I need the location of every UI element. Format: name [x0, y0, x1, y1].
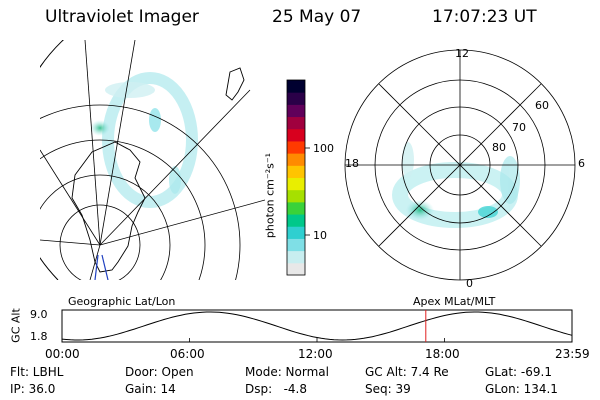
- mlat-label-60: 60: [535, 99, 549, 112]
- coastline-island: [225, 67, 245, 101]
- polar-mlt-lines: [345, 50, 575, 280]
- colorbar-swatch: [287, 250, 305, 264]
- coastline: [71, 141, 146, 273]
- colorbar-swatch: [287, 262, 305, 276]
- mlat-label-80: 80: [492, 141, 506, 154]
- status-glat: GLat: -69.1: [485, 365, 552, 379]
- left-map-label: Geographic Lat/Lon: [68, 295, 176, 308]
- gc-alt-xtick-0000: 00:00: [45, 347, 80, 361]
- status-gain: Gain: 14: [125, 382, 176, 396]
- colorbar-swatch: [287, 92, 305, 105]
- colorbar-unit-label: photon cm⁻²s⁻¹: [263, 152, 277, 239]
- status-seq: Seq: 39: [365, 382, 411, 396]
- gc-alt-xtick-1800: 18:00: [425, 347, 460, 361]
- colorbar-swatch: [287, 128, 305, 142]
- colorbar-swatch: [287, 238, 305, 252]
- colorbar-frame: [286, 79, 306, 276]
- colorbar-swatch: [287, 140, 305, 154]
- status-door: Door: Open: [125, 365, 194, 379]
- mlt-label-6: 6: [578, 157, 585, 170]
- colorbar-label-10: 10: [313, 229, 327, 242]
- polar-map: [344, 49, 576, 281]
- blue-meridian: [94, 254, 109, 280]
- colorbar-swatch: [287, 165, 305, 178]
- map-boundary-arc: [40, 40, 64, 280]
- status-ip: IP: 36.0: [10, 382, 56, 396]
- gc-alt-curve: [61, 311, 573, 341]
- gc-alt-xtick-1200: 12:00: [298, 347, 333, 361]
- lat-circles: [40, 104, 241, 280]
- colorbar-swatch: [287, 104, 305, 118]
- colorbar-swatch: [287, 189, 305, 203]
- colorbar: [287, 80, 305, 276]
- gc-alt-xtick-0600: 06:00: [170, 347, 205, 361]
- geographic-map: [40, 40, 265, 280]
- status-flt: Flt: LBHL: [10, 365, 64, 379]
- colorbar-swatch: [287, 177, 305, 191]
- gc-alt-xtick-2359: 23:59: [555, 347, 590, 361]
- mlat-label-70: 70: [512, 121, 526, 134]
- status-gc-alt: GC Alt: 7.4 Re: [365, 365, 449, 379]
- mlt-label-18: 18: [345, 157, 359, 170]
- status-dsp: Dsp: -4.8: [245, 382, 308, 396]
- gc-alt-ylabel: GC Alt: [9, 308, 23, 343]
- colorbar-label-100: 100: [313, 142, 334, 155]
- instrument-title: Ultraviolet Imager: [45, 7, 199, 27]
- gc-alt-xticks: [61, 338, 573, 342]
- colorbar-swatch: [287, 214, 305, 227]
- mlt-label-0: 0: [466, 277, 473, 290]
- mlt-label-12: 12: [455, 47, 469, 60]
- colorbar-swatch: [287, 226, 305, 239]
- status-glon: GLon: 134.1: [485, 382, 558, 396]
- colorbar-swatch: [287, 80, 305, 93]
- right-map-label: Apex MLat/MLT: [413, 295, 496, 308]
- status-mode: Mode: Normal: [245, 365, 329, 379]
- gc-alt-ymax: 9.0: [30, 308, 48, 321]
- date-label: 25 May 07: [272, 7, 362, 27]
- gc-alt-ymin: 1.8: [30, 330, 48, 343]
- colorbar-swatch: [287, 116, 305, 130]
- colorbar-swatch: [287, 201, 305, 215]
- time-label: 17:07:23 UT: [432, 7, 537, 27]
- colorbar-swatch: [287, 153, 305, 166]
